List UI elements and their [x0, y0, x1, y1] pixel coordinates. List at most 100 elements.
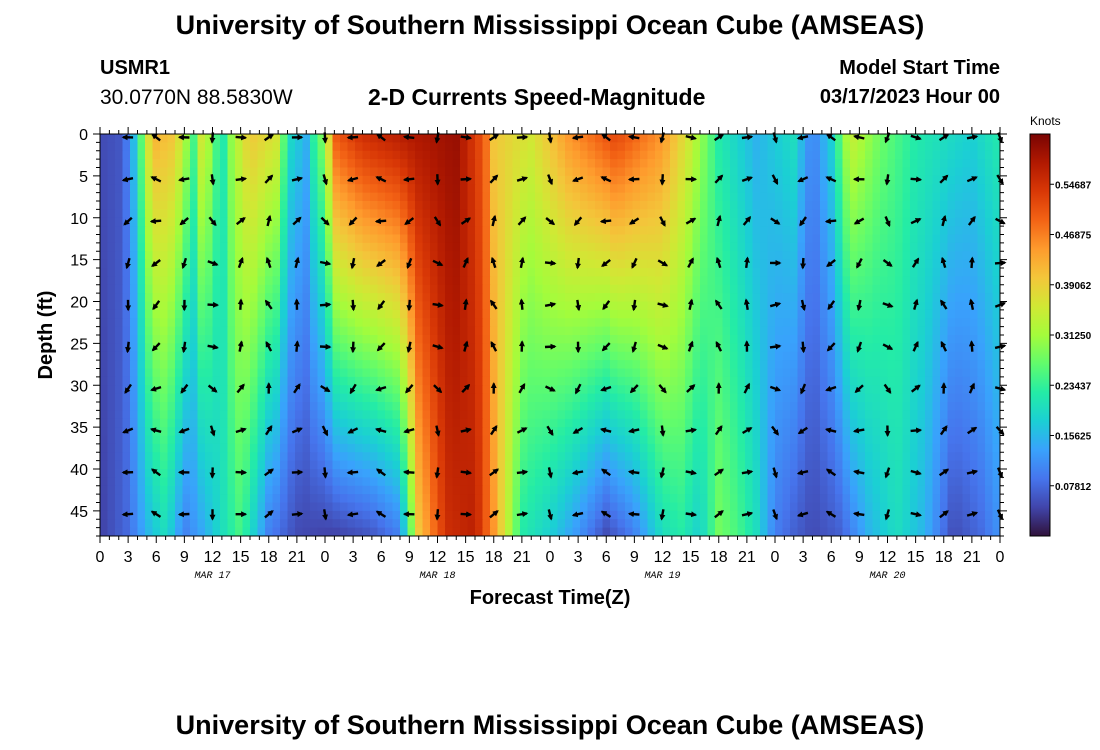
heatmap-cell: [295, 167, 304, 177]
heatmap-cell: [955, 376, 964, 386]
heatmap-cell: [595, 134, 604, 143]
heatmap-cell: [265, 460, 274, 470]
heatmap-cell: [340, 142, 349, 152]
heatmap-cell: [107, 418, 116, 428]
heatmap-cell: [932, 309, 941, 319]
heatmap-cell: [482, 443, 491, 453]
heatmap-cell: [887, 335, 896, 344]
heatmap-cell: [212, 335, 221, 344]
heatmap-cell: [257, 477, 266, 487]
heatmap-cell: [782, 159, 791, 169]
heatmap-cell: [865, 376, 874, 386]
heatmap-cell: [692, 326, 701, 336]
heatmap-cell: [752, 410, 761, 420]
heatmap-cell: [235, 435, 244, 445]
heatmap-cell: [895, 385, 904, 395]
heatmap-cell: [475, 343, 484, 353]
heatmap-cell: [700, 318, 709, 328]
heatmap-cell: [820, 418, 829, 428]
heatmap-cell: [790, 326, 799, 336]
heatmap-cell: [392, 410, 401, 420]
heatmap-cell: [340, 402, 349, 411]
heatmap-cell: [797, 293, 806, 303]
heatmap-cell: [137, 335, 146, 344]
heatmap-cell: [497, 393, 506, 403]
heatmap-cell: [377, 335, 386, 344]
heatmap-cell: [145, 385, 154, 395]
heatmap-cell: [295, 142, 304, 152]
heatmap-cell: [227, 251, 236, 261]
heatmap-cell: [490, 309, 499, 319]
heatmap-cell: [610, 251, 619, 261]
heatmap-cell: [497, 293, 506, 303]
heatmap-cell: [115, 443, 124, 453]
heatmap-cell: [160, 393, 169, 403]
heatmap-cell: [835, 402, 844, 411]
heatmap-cell: [820, 410, 829, 420]
heatmap-cell: [377, 376, 386, 386]
heatmap-cell: [197, 184, 206, 194]
heatmap-cell: [212, 201, 221, 210]
heatmap-cell: [910, 276, 919, 286]
heatmap-cell: [415, 226, 424, 236]
heatmap-cell: [430, 318, 439, 328]
heatmap-cell: [985, 167, 994, 177]
heatmap-cell: [610, 184, 619, 194]
heatmap-cell: [610, 309, 619, 319]
heatmap-cell: [100, 410, 109, 420]
heatmap-cell: [782, 175, 791, 185]
heatmap-cell: [445, 217, 454, 227]
heatmap-cell: [760, 150, 769, 160]
heatmap-cell: [482, 234, 491, 244]
heatmap-cell: [677, 242, 686, 252]
heatmap-cell: [850, 251, 859, 261]
heatmap-cell: [325, 393, 334, 403]
heatmap-cell: [430, 460, 439, 470]
heatmap-cell: [820, 159, 829, 169]
heatmap-cell: [520, 477, 529, 487]
heatmap-cell: [557, 410, 566, 420]
heatmap-cell: [812, 402, 821, 411]
heatmap-cell: [205, 452, 214, 462]
heatmap-cell: [242, 385, 251, 395]
heatmap-cell: [655, 376, 664, 386]
heatmap-cell: [835, 460, 844, 470]
heatmap-cell: [925, 410, 934, 420]
heatmap-cell: [805, 167, 814, 177]
heatmap-cell: [985, 385, 994, 395]
heatmap-cell: [122, 192, 131, 202]
heatmap-cell: [775, 318, 784, 328]
heatmap-cell: [505, 201, 514, 210]
heatmap-cell: [190, 393, 199, 403]
heatmap-cell: [385, 452, 394, 462]
heatmap-cell: [310, 343, 319, 353]
heatmap-cell: [280, 284, 289, 294]
heatmap-cell: [287, 418, 296, 428]
heatmap-cell: [280, 351, 289, 361]
heatmap-cell: [580, 268, 589, 277]
heatmap-cell: [422, 201, 431, 210]
heatmap-cell: [670, 360, 679, 370]
heatmap-cell: [707, 376, 716, 386]
heatmap-cell: [512, 376, 521, 386]
heatmap-cell: [295, 443, 304, 453]
heatmap-cell: [460, 435, 469, 445]
heatmap-cell: [362, 284, 371, 294]
heatmap-cell: [460, 452, 469, 462]
heatmap-cell: [752, 360, 761, 370]
heatmap-cell: [617, 335, 626, 344]
heatmap-cell: [595, 284, 604, 294]
heatmap-cell: [377, 167, 386, 177]
heatmap-cell: [970, 460, 979, 470]
heatmap-cell: [512, 368, 521, 378]
heatmap-cell: [640, 427, 649, 437]
heatmap-cell: [595, 142, 604, 152]
heatmap-cell: [520, 376, 529, 386]
heatmap-cell: [205, 268, 214, 277]
heatmap-cell: [152, 418, 161, 428]
heatmap-cell: [790, 469, 799, 478]
heatmap-cell: [835, 343, 844, 353]
heatmap-cell: [295, 477, 304, 487]
heatmap-cell: [407, 402, 416, 411]
heatmap-cell: [602, 402, 611, 411]
